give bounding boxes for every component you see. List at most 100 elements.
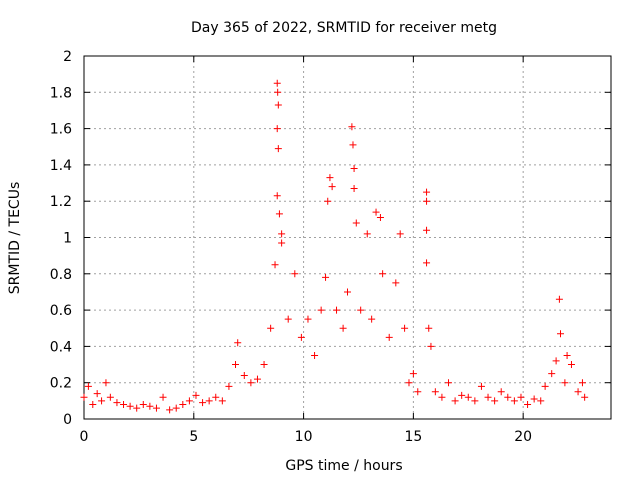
data-point	[401, 324, 409, 332]
data-point	[555, 295, 563, 303]
data-point	[273, 192, 281, 200]
x-tick-label: 0	[80, 429, 89, 445]
data-point	[524, 400, 532, 408]
data-point	[574, 388, 582, 396]
data-point	[146, 402, 154, 410]
data-point	[414, 388, 422, 396]
data-point	[126, 402, 134, 410]
data-point	[273, 79, 281, 87]
data-point	[322, 273, 330, 281]
data-point	[225, 382, 233, 390]
data-point	[357, 306, 365, 314]
y-tick-label: 0.6	[50, 303, 72, 319]
data-point	[271, 261, 279, 269]
data-point	[179, 400, 187, 408]
data-point	[93, 390, 101, 398]
y-tick-label: 0.2	[50, 376, 72, 392]
data-point	[273, 125, 281, 133]
data-point	[541, 382, 549, 390]
data-point	[159, 393, 167, 401]
data-point	[172, 404, 180, 412]
data-point	[297, 333, 305, 341]
y-tick-label: 1.4	[50, 158, 72, 174]
data-point	[328, 183, 336, 191]
data-point	[510, 397, 518, 405]
data-point	[578, 379, 586, 387]
data-point	[363, 230, 371, 238]
y-tick-label: 0.8	[50, 267, 72, 283]
axis-ticks: 0 5 10 15 20 0 0.2 0.4 0.6 0.8 1 1.2 1.4 1.6 1.8 2	[50, 49, 611, 445]
data-point	[326, 174, 334, 182]
data-point	[89, 400, 97, 408]
data-point	[504, 393, 512, 401]
data-point	[185, 397, 193, 405]
data-point	[471, 397, 479, 405]
grid-lines	[84, 56, 611, 419]
data-point	[205, 397, 213, 405]
data-point	[537, 397, 545, 405]
data-point	[581, 393, 589, 401]
data-point	[192, 391, 200, 399]
data-point	[324, 197, 332, 205]
x-tick-label: 15	[404, 429, 422, 445]
data-point	[98, 397, 106, 405]
data-point	[409, 370, 417, 378]
data-point	[80, 393, 88, 401]
data-point	[304, 315, 312, 323]
y-tick-label: 1.6	[50, 122, 72, 138]
data-point	[278, 239, 286, 247]
data-point	[274, 145, 282, 153]
data-point	[427, 342, 435, 350]
data-point	[84, 382, 92, 390]
data-point	[260, 361, 268, 369]
data-point	[491, 397, 499, 405]
data-point	[423, 259, 431, 267]
x-tick-label: 5	[189, 429, 198, 445]
data-point	[425, 324, 433, 332]
data-point	[348, 123, 356, 131]
data-point	[267, 324, 275, 332]
data-point	[484, 393, 492, 401]
data-point	[253, 375, 261, 383]
data-point	[317, 306, 325, 314]
data-point	[247, 379, 255, 387]
data-point	[274, 101, 282, 109]
data-point	[396, 230, 404, 238]
data-point	[339, 324, 347, 332]
data-point	[517, 393, 525, 401]
data-point	[567, 361, 575, 369]
data-point	[405, 379, 413, 387]
data-point	[423, 226, 431, 234]
data-point	[497, 388, 505, 396]
data-point	[477, 382, 485, 390]
data-point	[438, 393, 446, 401]
data-point	[284, 315, 292, 323]
data-point	[234, 339, 242, 347]
data-point	[352, 219, 360, 227]
data-point	[120, 400, 128, 408]
data-point	[240, 371, 248, 379]
data-point	[548, 370, 556, 378]
data-point	[102, 379, 110, 387]
data-point	[368, 315, 376, 323]
data-point	[113, 399, 121, 407]
data-point	[311, 351, 319, 359]
data-point	[133, 404, 141, 412]
data-point	[291, 270, 299, 278]
data-point	[385, 333, 393, 341]
data-point	[423, 197, 431, 205]
data-point	[212, 393, 220, 401]
data-point	[451, 397, 459, 405]
data-point	[445, 379, 453, 387]
y-tick-label: 0	[63, 412, 72, 428]
data-points	[80, 79, 589, 414]
data-point	[464, 393, 472, 401]
data-point	[563, 351, 571, 359]
x-tick-label: 20	[514, 429, 532, 445]
y-tick-label: 0.4	[50, 339, 72, 355]
y-tick-label: 2	[63, 49, 72, 65]
data-point	[166, 406, 174, 414]
data-point	[561, 379, 569, 387]
